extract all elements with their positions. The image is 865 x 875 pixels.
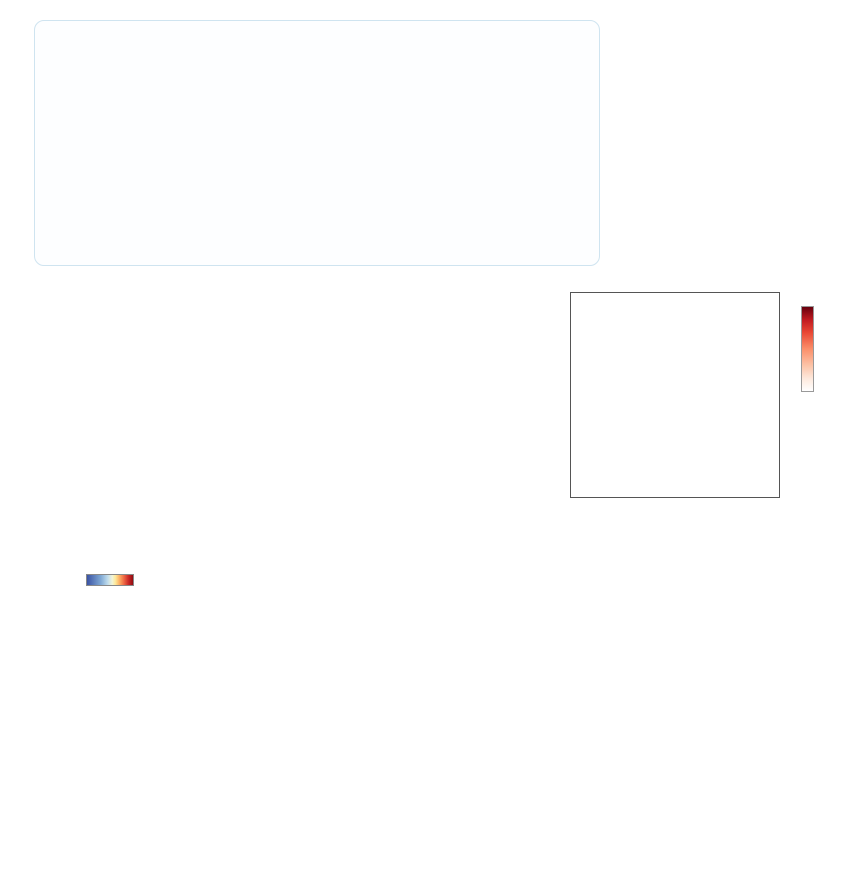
dotplot-grid <box>570 292 780 498</box>
expression-colorbar <box>801 306 814 392</box>
umap-plot <box>43 294 343 444</box>
pie-legend <box>758 58 858 238</box>
cell-count-pie-chart <box>602 58 762 218</box>
column-dendrogram <box>123 556 310 624</box>
pie-leader-line <box>602 38 762 78</box>
pie-chart <box>602 58 762 218</box>
row-dendrogram <box>80 624 123 828</box>
volcano-plot <box>558 583 858 733</box>
auroc-colorbar <box>86 574 134 586</box>
workflow-diagram <box>34 20 600 266</box>
pct-expressing-size-legend <box>792 424 862 506</box>
auroc-heatmap <box>123 624 423 774</box>
umap-axis-arrows-icon <box>48 462 118 542</box>
